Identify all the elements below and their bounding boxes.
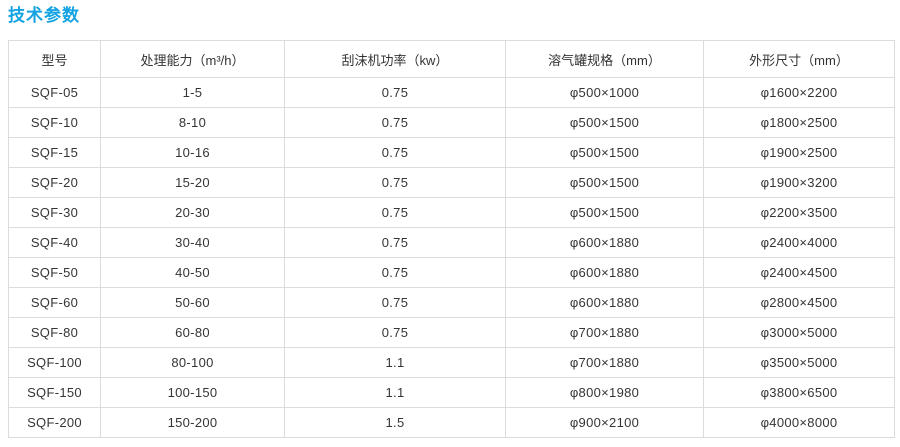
table-row: SQF-60 50-60 0.75 φ600×1880 φ2800×4500 — [8, 287, 895, 318]
table-row: SQF-50 40-50 0.75 φ600×1880 φ2400×4500 — [8, 257, 895, 288]
value-cell: 100-150 — [100, 377, 285, 408]
value-cell: 50-60 — [100, 287, 285, 318]
table-head: 型号 处理能力（m³/h） 刮沫机功率（kw） 溶气罐规格（mm） 外形尺寸（mm） — [8, 40, 895, 78]
table-row: SQF-05 1-5 0.75 φ500×1000 φ1600×2200 — [8, 77, 895, 108]
value-cell: φ500×1500 — [505, 197, 704, 228]
value-cell: 1.5 — [284, 407, 506, 438]
model-cell: SQF-50 — [8, 257, 101, 288]
model-cell: SQF-30 — [8, 197, 101, 228]
value-cell: 1.1 — [284, 377, 506, 408]
value-cell: φ1900×3200 — [703, 167, 895, 198]
value-cell: φ2400×4500 — [703, 257, 895, 288]
value-cell: 8-10 — [100, 107, 285, 138]
value-cell: 150-200 — [100, 407, 285, 438]
value-cell: φ500×1500 — [505, 167, 704, 198]
value-cell: φ500×1500 — [505, 137, 704, 168]
value-cell: φ2200×3500 — [703, 197, 895, 228]
value-cell: 0.75 — [284, 107, 506, 138]
value-cell: φ1900×2500 — [703, 137, 895, 168]
value-cell: φ3500×5000 — [703, 347, 895, 378]
column-header: 刮沫机功率（kw） — [284, 40, 506, 78]
value-cell: 0.75 — [284, 137, 506, 168]
value-cell: 0.75 — [284, 227, 506, 258]
value-cell: 30-40 — [100, 227, 285, 258]
value-cell: φ2400×4000 — [703, 227, 895, 258]
value-cell: 15-20 — [100, 167, 285, 198]
value-cell: 20-30 — [100, 197, 285, 228]
model-cell: SQF-10 — [8, 107, 101, 138]
model-cell: SQF-150 — [8, 377, 101, 408]
value-cell: 1-5 — [100, 77, 285, 108]
model-cell: SQF-100 — [8, 347, 101, 378]
table-body: SQF-05 1-5 0.75 φ500×1000 φ1600×2200 SQF-10 8-… — [8, 77, 895, 438]
value-cell: φ600×1880 — [505, 227, 704, 258]
table-row: SQF-80 60-80 0.75 φ700×1880 φ3000×5000 — [8, 317, 895, 348]
value-cell: φ1800×2500 — [703, 107, 895, 138]
table-row: SQF-15 10-16 0.75 φ500×1500 φ1900×2500 — [8, 137, 895, 168]
table-row: SQF-200 150-200 1.5 φ900×2100 φ4000×8000 — [8, 407, 895, 438]
spec-table: 型号 处理能力（m³/h） 刮沫机功率（kw） 溶气罐规格（mm） 外形尺寸（mm） S… — [8, 40, 895, 438]
table-row: SQF-30 20-30 0.75 φ500×1500 φ2200×3500 — [8, 197, 895, 228]
value-cell: 0.75 — [284, 77, 506, 108]
model-cell: SQF-60 — [8, 287, 101, 318]
value-cell: φ3000×5000 — [703, 317, 895, 348]
value-cell: φ500×1500 — [505, 107, 704, 138]
value-cell: 40-50 — [100, 257, 285, 288]
value-cell: φ900×2100 — [505, 407, 704, 438]
column-header: 外形尺寸（mm） — [703, 40, 895, 78]
value-cell: φ3800×6500 — [703, 377, 895, 408]
table-row: SQF-40 30-40 0.75 φ600×1880 φ2400×4000 — [8, 227, 895, 258]
value-cell: φ800×1980 — [505, 377, 704, 408]
value-cell: 0.75 — [284, 197, 506, 228]
model-cell: SQF-80 — [8, 317, 101, 348]
column-header: 型号 — [8, 40, 101, 78]
value-cell: φ4000×8000 — [703, 407, 895, 438]
value-cell: φ600×1880 — [505, 287, 704, 318]
table-row: SQF-20 15-20 0.75 φ500×1500 φ1900×3200 — [8, 167, 895, 198]
model-cell: SQF-20 — [8, 167, 101, 198]
column-header: 溶气罐规格（mm） — [505, 40, 704, 78]
value-cell: 1.1 — [284, 347, 506, 378]
model-cell: SQF-200 — [8, 407, 101, 438]
model-cell: SQF-05 — [8, 77, 101, 108]
value-cell: φ500×1000 — [505, 77, 704, 108]
table-row: SQF-150 100-150 1.1 φ800×1980 φ3800×6500 — [8, 377, 895, 408]
value-cell: φ700×1880 — [505, 317, 704, 348]
table-row: SQF-100 80-100 1.1 φ700×1880 φ3500×5000 — [8, 347, 895, 378]
value-cell: 0.75 — [284, 167, 506, 198]
value-cell: 0.75 — [284, 317, 506, 348]
value-cell: φ2800×4500 — [703, 287, 895, 318]
value-cell: 60-80 — [100, 317, 285, 348]
page-title: 技术参数 — [8, 6, 80, 25]
value-cell: 10-16 — [100, 137, 285, 168]
value-cell: φ600×1880 — [505, 257, 704, 288]
column-header: 处理能力（m³/h） — [100, 40, 285, 78]
value-cell: 80-100 — [100, 347, 285, 378]
value-cell: φ700×1880 — [505, 347, 704, 378]
table-header-row: 型号 处理能力（m³/h） 刮沫机功率（kw） 溶气罐规格（mm） 外形尺寸（mm） — [8, 40, 895, 78]
model-cell: SQF-15 — [8, 137, 101, 168]
model-cell: SQF-40 — [8, 227, 101, 258]
value-cell: φ1600×2200 — [703, 77, 895, 108]
value-cell: 0.75 — [284, 257, 506, 288]
value-cell: 0.75 — [284, 287, 506, 318]
table-row: SQF-10 8-10 0.75 φ500×1500 φ1800×2500 — [8, 107, 895, 138]
